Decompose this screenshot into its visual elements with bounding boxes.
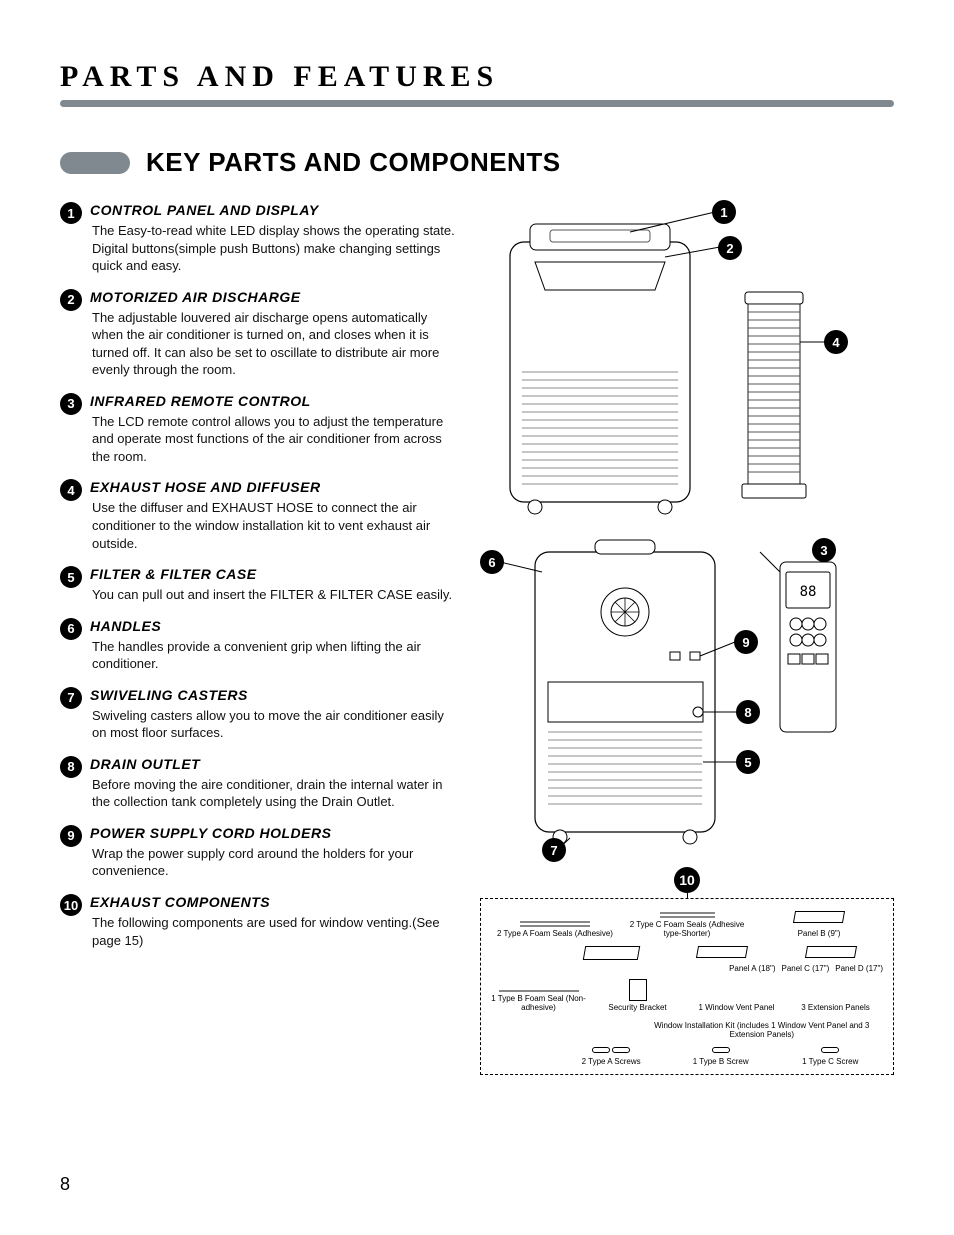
bullet-6: 6 bbox=[60, 618, 82, 640]
comp-seal-b: 1 Type B Foam Seal (Non-adhesive) bbox=[489, 988, 588, 1012]
item-2-title: MOTORIZED AIR DISCHARGE bbox=[90, 289, 460, 305]
bullet-10: 10 bbox=[60, 894, 82, 916]
item-9-desc: Wrap the power supply cord around the ho… bbox=[90, 845, 460, 880]
item-2-desc: The adjustable louvered air discharge op… bbox=[90, 309, 460, 379]
bullet-7: 7 bbox=[60, 687, 82, 709]
label-screw-b: 1 Type B Screw bbox=[668, 1057, 774, 1066]
item-6-desc: The handles provide a convenient grip wh… bbox=[90, 638, 460, 673]
comp-kit: Window Installation Kit (includes 1 Wind… bbox=[639, 1019, 886, 1039]
item-4-desc: Use the diffuser and EXHAUST HOSE to con… bbox=[90, 499, 460, 552]
item-10-title: EXHAUST COMPONENTS bbox=[90, 894, 460, 910]
bullet-3: 3 bbox=[60, 393, 82, 415]
diagrams: 1 2 4 bbox=[480, 202, 894, 1075]
label-screw-a: 2 Type A Screws bbox=[558, 1057, 664, 1066]
label-panel-c: Panel C (17") bbox=[782, 964, 830, 973]
item-9-title: POWER SUPPLY CORD HOLDERS bbox=[90, 825, 460, 841]
comp-panel-b: Panel B (9") bbox=[753, 909, 885, 938]
page-title: PARTS AND FEATURES bbox=[60, 60, 894, 94]
ac-front-illustration bbox=[480, 202, 860, 522]
item-4: 4 EXHAUST HOSE AND DIFFUSER Use the diff… bbox=[60, 479, 460, 552]
item-9: 9 POWER SUPPLY CORD HOLDERS Wrap the pow… bbox=[60, 825, 460, 880]
label-kit: Window Installation Kit (includes 1 Wind… bbox=[641, 1021, 884, 1039]
item-7-title: SWIVELING CASTERS bbox=[90, 687, 460, 703]
item-7-desc: Swiveling casters allow you to move the … bbox=[90, 707, 460, 742]
comp-screw-b: 1 Type B Screw bbox=[666, 1045, 776, 1066]
label-seal-a: 2 Type A Foam Seals (Adhesive) bbox=[491, 929, 619, 938]
item-2: 2 MOTORIZED AIR DISCHARGE The adjustable… bbox=[60, 289, 460, 379]
bullet-2: 2 bbox=[60, 289, 82, 311]
comp-seals-c: 2 Type C Foam Seals (Adhesive type-Short… bbox=[621, 910, 753, 938]
item-1-title: CONTROL PANEL AND DISPLAY bbox=[90, 202, 460, 218]
comp-screw-a: 2 Type A Screws bbox=[556, 1045, 666, 1066]
comp-seals-a: 2 Type A Foam Seals (Adhesive) bbox=[489, 919, 621, 938]
callout-1: 1 bbox=[712, 200, 736, 224]
section-title: KEY PARTS AND COMPONENTS bbox=[146, 147, 561, 178]
section-header: KEY PARTS AND COMPONENTS bbox=[60, 147, 894, 178]
callout-3: 3 bbox=[812, 538, 836, 562]
label-screw-c: 1 Type C Screw bbox=[777, 1057, 883, 1066]
item-6-title: HANDLES bbox=[90, 618, 460, 634]
comp-vent-panel: 1 Window Vent Panel bbox=[687, 1001, 786, 1012]
ac-back-illustration: 88 bbox=[480, 532, 860, 862]
callout-9: 9 bbox=[734, 630, 758, 654]
items-list: 1 CONTROL PANEL AND DISPLAY The Easy-to-… bbox=[60, 202, 460, 1075]
bullet-4: 4 bbox=[60, 479, 82, 501]
item-7: 7 SWIVELING CASTERS Swiveling casters al… bbox=[60, 687, 460, 742]
callout-7: 7 bbox=[542, 838, 566, 862]
label-seal-c: 2 Type C Foam Seals (Adhesive type-Short… bbox=[623, 920, 751, 938]
item-5: 5 FILTER & FILTER CASE You can pull out … bbox=[60, 566, 460, 604]
item-5-desc: You can pull out and insert the FILTER &… bbox=[90, 586, 460, 604]
item-1: 1 CONTROL PANEL AND DISPLAY The Easy-to-… bbox=[60, 202, 460, 275]
item-8: 8 DRAIN OUTLET Before moving the aire co… bbox=[60, 756, 460, 811]
item-3: 3 INFRARED REMOTE CONTROL The LCD remote… bbox=[60, 393, 460, 466]
item-5-title: FILTER & FILTER CASE bbox=[90, 566, 460, 582]
section-pill bbox=[60, 152, 130, 174]
item-1-desc: The Easy-to-read white LED display shows… bbox=[90, 222, 460, 275]
diagram-back: 88 6 3 9 8 5 bbox=[480, 532, 894, 862]
label-panel-a: Panel A (18") bbox=[729, 964, 775, 973]
bullet-8: 8 bbox=[60, 756, 82, 778]
label-vent-panel: 1 Window Vent Panel bbox=[689, 1003, 784, 1012]
label-panel-b: Panel B (9") bbox=[755, 929, 883, 938]
item-3-desc: The LCD remote control allows you to adj… bbox=[90, 413, 460, 466]
label-panel-d: Panel D (17") bbox=[835, 964, 883, 973]
item-4-title: EXHAUST HOSE AND DIFFUSER bbox=[90, 479, 460, 495]
item-6: 6 HANDLES The handles provide a convenie… bbox=[60, 618, 460, 673]
comp-panels: Panel A (18") Panel C (17") Panel D (17"… bbox=[554, 944, 885, 973]
item-8-title: DRAIN OUTLET bbox=[90, 756, 460, 772]
comp-ext-panels: 3 Extension Panels bbox=[786, 1001, 885, 1012]
callout-10-leader bbox=[687, 893, 688, 899]
callout-10: 10 bbox=[674, 867, 700, 893]
comp-screw-c: 1 Type C Screw bbox=[775, 1045, 885, 1066]
callout-4: 4 bbox=[824, 330, 848, 354]
callout-6: 6 bbox=[480, 550, 504, 574]
bullet-5: 5 bbox=[60, 566, 82, 588]
callout-5: 5 bbox=[736, 750, 760, 774]
diagram-front: 1 2 4 bbox=[480, 202, 894, 522]
components-box: 10 2 Type A Foam Seals (Adhesive) 2 Type… bbox=[480, 898, 894, 1075]
label-bracket: Security Bracket bbox=[590, 1003, 685, 1012]
item-8-desc: Before moving the aire conditioner, drai… bbox=[90, 776, 460, 811]
label-ext-panels: 3 Extension Panels bbox=[788, 1003, 883, 1012]
item-10-desc: The following components are used for wi… bbox=[90, 914, 460, 949]
item-3-title: INFRARED REMOTE CONTROL bbox=[90, 393, 460, 409]
callout-2: 2 bbox=[718, 236, 742, 260]
label-seal-b: 1 Type B Foam Seal (Non-adhesive) bbox=[491, 994, 586, 1012]
svg-text:88: 88 bbox=[800, 584, 817, 600]
bullet-9: 9 bbox=[60, 825, 82, 847]
bullet-1: 1 bbox=[60, 202, 82, 224]
item-10: 10 EXHAUST COMPONENTS The following comp… bbox=[60, 894, 460, 949]
page-number: 8 bbox=[60, 1174, 70, 1195]
callout-8: 8 bbox=[736, 700, 760, 724]
title-rule bbox=[60, 100, 894, 107]
comp-bracket: Security Bracket bbox=[588, 979, 687, 1012]
